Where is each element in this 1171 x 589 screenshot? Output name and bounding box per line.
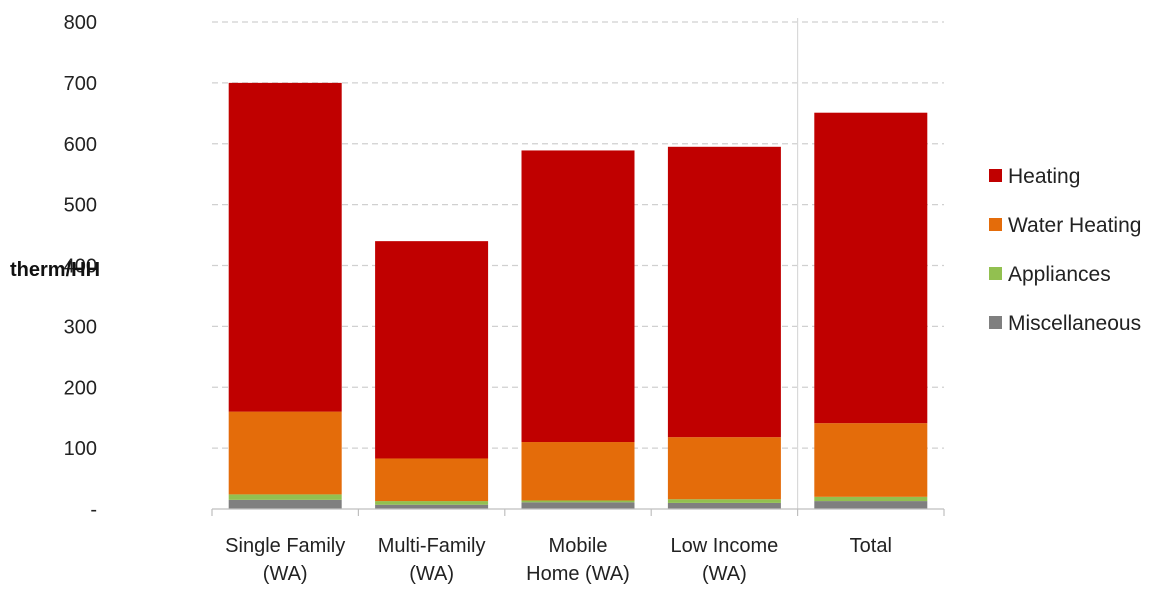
x-tick-label: Total bbox=[850, 535, 892, 557]
x-tick-label: Low Income (WA) bbox=[670, 535, 778, 585]
bar-segment-miscellaneous bbox=[228, 499, 342, 509]
legend-label: Water Heating bbox=[1008, 214, 1141, 237]
y-tick-label: 600 bbox=[64, 134, 97, 156]
legend-item: Water Heating bbox=[989, 214, 1141, 237]
legend: Heating Water Heating Appliances Miscellane… bbox=[989, 165, 1141, 335]
x-tick-label: Single Family (WA) bbox=[225, 535, 345, 585]
bar-segment-heating bbox=[667, 146, 781, 438]
legend-swatch bbox=[989, 169, 1002, 182]
bar-segment-water-heating bbox=[228, 411, 342, 495]
legend-item: Heating bbox=[989, 165, 1080, 188]
legend-swatch bbox=[989, 267, 1002, 280]
y-tick-label: - bbox=[90, 499, 97, 521]
bar-segment-heating bbox=[375, 241, 489, 459]
legend-swatch bbox=[989, 218, 1002, 231]
y-tick-label: 300 bbox=[64, 316, 97, 338]
x-tick-label: Mobile Home (WA) bbox=[526, 535, 630, 585]
legend-label: Miscellaneous bbox=[1008, 312, 1141, 335]
bar-segment-appliances bbox=[814, 496, 928, 502]
y-tick-label: 800 bbox=[64, 12, 97, 34]
legend-item: Appliances bbox=[989, 263, 1111, 286]
axes bbox=[211, 508, 945, 516]
bar-segment-appliances bbox=[667, 499, 781, 503]
legend-label: Appliances bbox=[1008, 263, 1111, 286]
bar-segment-heating bbox=[228, 82, 342, 412]
bar-segment-miscellaneous bbox=[667, 502, 781, 509]
bar-segment-water-heating bbox=[521, 442, 635, 501]
y-tick-label: 200 bbox=[64, 377, 97, 399]
legend-item: Miscellaneous bbox=[989, 312, 1141, 335]
y-tick-labels: - 100 200 300 400 500 600 700 800 bbox=[64, 12, 97, 521]
bar-segment-miscellaneous bbox=[814, 501, 928, 509]
legend-swatch bbox=[989, 316, 1002, 329]
y-axis-label: therm/HH bbox=[10, 259, 100, 281]
bar-segment-appliances bbox=[228, 494, 342, 500]
bar-segment-miscellaneous bbox=[521, 502, 635, 509]
bar-segment-water-heating bbox=[667, 437, 781, 500]
bars bbox=[228, 82, 928, 509]
y-tick-label: 400 bbox=[64, 256, 97, 278]
legend-label: Heating bbox=[1008, 165, 1080, 188]
bar-segment-miscellaneous bbox=[375, 504, 489, 509]
bar-segment-appliances bbox=[521, 500, 635, 503]
bar-segment-appliances bbox=[375, 501, 489, 505]
x-tick-labels: Single Family (WA) Multi-Family (WA) Mobile H… bbox=[225, 535, 892, 585]
y-tick-label: 500 bbox=[64, 195, 97, 217]
bar-segment-heating bbox=[814, 112, 928, 424]
bar-segment-water-heating bbox=[814, 423, 928, 497]
bar-segment-water-heating bbox=[375, 458, 489, 502]
x-tick-label: Multi-Family (WA) bbox=[378, 535, 486, 585]
bar-segment-heating bbox=[521, 150, 635, 443]
y-tick-label: 100 bbox=[64, 438, 97, 460]
y-tick-label: 700 bbox=[64, 73, 97, 95]
